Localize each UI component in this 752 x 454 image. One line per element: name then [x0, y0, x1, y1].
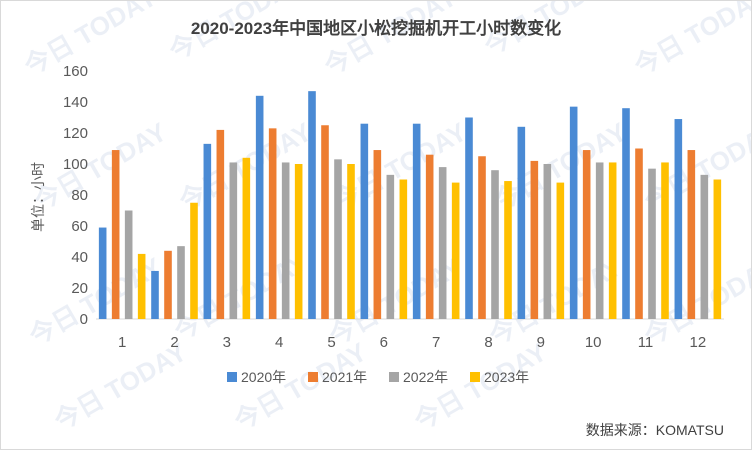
- bar: [478, 156, 486, 319]
- legend-label: 2022年: [403, 369, 448, 385]
- bar: [399, 179, 408, 319]
- bar: [608, 162, 617, 319]
- bar: [373, 150, 382, 319]
- bar: [294, 164, 303, 319]
- bar: [412, 123, 421, 319]
- watermark-text: 今日 TODAY: [409, 337, 552, 437]
- x-tick-label: 1: [118, 334, 126, 351]
- watermark-text: 今日 TODAY: [49, 337, 192, 437]
- bar: [203, 143, 212, 319]
- bar: [687, 150, 696, 319]
- legend-swatch: [470, 372, 480, 382]
- bar: [334, 159, 342, 319]
- bar: [255, 95, 264, 319]
- bar: [713, 179, 722, 319]
- y-tick-label: 80: [71, 187, 88, 204]
- legend-label: 2023年: [484, 369, 529, 385]
- bars: [98, 91, 722, 320]
- watermark-text: 今日 TODAY: [229, 337, 372, 437]
- bar: [229, 162, 238, 319]
- bar: [242, 157, 251, 319]
- x-tick-label: 12: [689, 334, 706, 351]
- bar: [111, 150, 120, 319]
- y-tick-label: 100: [63, 156, 88, 173]
- bar: [98, 227, 107, 319]
- bar: [321, 125, 329, 319]
- x-tick-label: 7: [432, 334, 440, 351]
- legend: 2020年 2021年 2022年 2023年: [227, 369, 529, 385]
- bar: [190, 202, 198, 319]
- bar: [451, 182, 460, 319]
- bar: [268, 128, 277, 319]
- y-tick-label: 60: [71, 218, 88, 235]
- legend-label: 2021年: [322, 369, 367, 385]
- y-tick-label: 140: [63, 94, 88, 111]
- bar: [347, 164, 355, 319]
- bar: [517, 126, 526, 319]
- bar: [151, 270, 159, 319]
- x-tick-label: 9: [537, 334, 545, 351]
- bar: [425, 154, 434, 319]
- x-tick-label: 2: [170, 334, 178, 351]
- bar: [137, 253, 146, 319]
- bar: [504, 181, 512, 319]
- y-axis-label: 单位：小时: [30, 162, 46, 232]
- x-tick-label: 11: [638, 334, 654, 351]
- bar: [569, 106, 578, 320]
- bar: [700, 174, 709, 319]
- legend-swatch: [389, 372, 399, 382]
- x-tick-label: 5: [327, 334, 335, 351]
- bar: [308, 91, 316, 320]
- bar: [674, 119, 683, 319]
- bar: [124, 210, 133, 319]
- legend-label: 2020年: [241, 369, 286, 385]
- x-tick-label: 6: [380, 334, 388, 351]
- y-tick-label: 20: [71, 280, 88, 297]
- y-tick-label: 160: [63, 63, 88, 80]
- bar: [622, 108, 630, 319]
- chart-title: 2020-2023年中国地区小松挖掘机开工小时数变化: [191, 18, 561, 38]
- watermark-text: 今日 TODAY: [319, 1, 462, 81]
- watermark-text: 今日 TODAY: [629, 1, 751, 81]
- source-note: 数据来源：KOMATSU: [586, 422, 724, 438]
- bar: [177, 246, 185, 319]
- watermark-text: 今日 TODAY: [19, 1, 162, 81]
- y-tick-label: 0: [80, 311, 88, 328]
- y-tick-label: 40: [71, 249, 88, 266]
- bar: [164, 250, 172, 319]
- bar: [360, 123, 369, 319]
- bar: [216, 129, 225, 319]
- y-tick-label: 120: [63, 125, 88, 142]
- bar: [556, 182, 565, 319]
- bar: [595, 162, 604, 319]
- bar: [465, 117, 473, 319]
- bar: [648, 168, 656, 319]
- bar: [438, 167, 447, 319]
- x-tick-label: 4: [275, 334, 283, 351]
- bar: [281, 162, 290, 319]
- bar: [635, 148, 643, 319]
- bar: [661, 162, 669, 319]
- x-tick-label: 8: [484, 334, 492, 351]
- bar: [530, 160, 539, 319]
- bar: [543, 164, 552, 319]
- legend-swatch: [227, 372, 237, 382]
- bar: [386, 174, 395, 319]
- x-tick-label: 10: [585, 334, 602, 351]
- x-tick-label: 3: [223, 334, 231, 351]
- legend-swatch: [308, 372, 318, 382]
- bar: [582, 150, 591, 319]
- bar: [491, 170, 499, 319]
- watermark-text: 今日 TODAY: [29, 117, 172, 217]
